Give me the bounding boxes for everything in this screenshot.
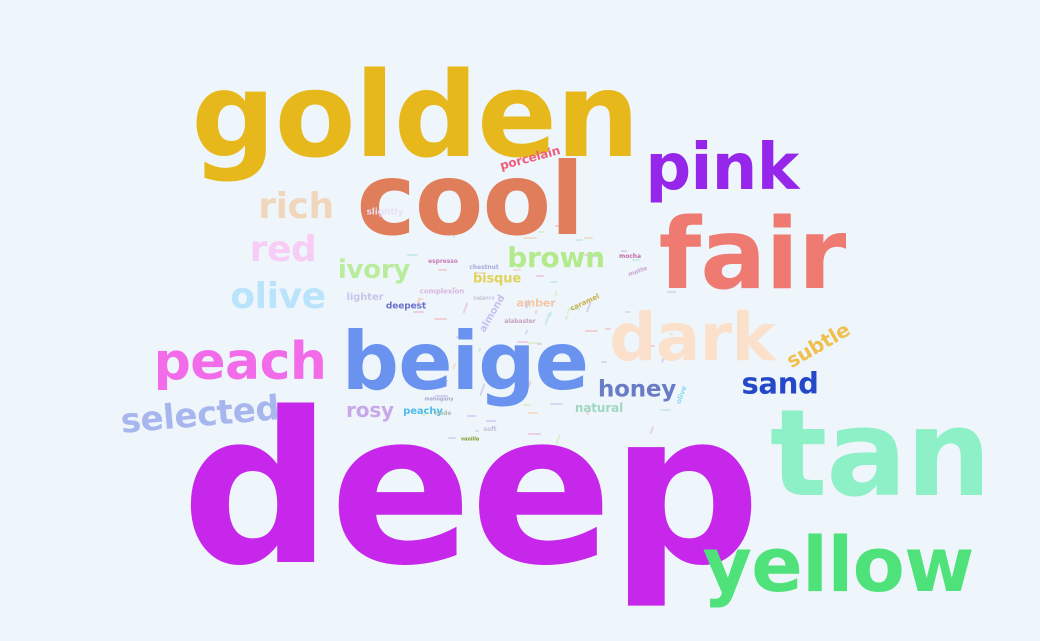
word-brown: brown: [507, 241, 605, 274]
filler-dash: [474, 430, 479, 433]
filler-dash: [568, 308, 581, 311]
filler-dash: [585, 329, 599, 332]
word-ivory: ivory: [337, 255, 411, 285]
filler-dash: [477, 297, 485, 300]
filler-dash: [550, 281, 558, 284]
filler-dash: [421, 413, 427, 416]
filler-dash: [650, 345, 656, 348]
filler-dash: [600, 360, 608, 363]
filler-dash: [527, 411, 538, 414]
filler-dash: [669, 354, 677, 357]
word-espresso: espresso: [428, 258, 458, 265]
word-deep: deep: [181, 367, 760, 612]
filler-dash: [667, 291, 676, 294]
word-bisque: bisque: [472, 271, 522, 287]
word-subtle: subtle: [782, 317, 854, 373]
filler-dash: [435, 380, 449, 383]
word-alabaster: alabaster: [504, 318, 536, 325]
word-dark: dark: [609, 299, 775, 376]
filler-dash: [528, 432, 542, 435]
word-pink: pink: [645, 131, 799, 205]
filler-dash: [621, 250, 627, 253]
word-rosy: rosy: [346, 398, 394, 422]
word-olive: olive: [230, 276, 326, 317]
filler-dash: [550, 402, 563, 405]
word-beige: beige: [341, 315, 589, 408]
word-nude: nude: [434, 410, 452, 417]
word-mahogany: mahogany: [424, 396, 454, 403]
word-natural: natural: [574, 401, 624, 415]
word-yellow: yellow: [702, 520, 974, 609]
word-lighter: lighter: [346, 292, 384, 303]
filler-dash: [513, 269, 522, 272]
filler-dash: [466, 414, 476, 417]
word-amber: amber: [516, 296, 556, 310]
word-cool: cool: [356, 141, 585, 258]
word-tan: tan: [769, 385, 991, 524]
word-vanilla: vanilla: [460, 436, 480, 443]
filler-dash: [433, 317, 448, 320]
filler-dash: [523, 236, 537, 239]
word-soft: soft: [483, 426, 497, 433]
filler-dash: [435, 394, 448, 397]
filler-dash: [485, 419, 496, 422]
filler-dash: [534, 309, 538, 315]
filler-dash: [659, 409, 671, 412]
filler-dash: [538, 231, 546, 234]
filler-dash: [438, 269, 447, 272]
word-deepest: deepest: [385, 301, 427, 312]
filler-dash: [522, 404, 532, 407]
filler-dash: [406, 253, 418, 256]
word-sand: sand: [741, 366, 819, 401]
word-fair: fair: [658, 198, 847, 312]
word-rich: rich: [258, 186, 334, 227]
filler-dash: [535, 275, 544, 278]
filler-dash: [537, 343, 543, 346]
filler-dash: [517, 341, 529, 344]
word-slightly: slightly: [366, 207, 404, 218]
word-peachy: peachy: [403, 406, 443, 417]
filler-dash: [584, 236, 594, 239]
word-chestnut: chestnut: [469, 264, 499, 271]
filler-dash: [527, 341, 541, 344]
word-balance: balance: [473, 295, 495, 302]
filler-dash: [447, 228, 453, 231]
filler-dash: [462, 302, 469, 314]
word-matte: matte: [627, 264, 649, 279]
word-caramel: caramel: [569, 292, 601, 313]
filler-dash: [588, 254, 598, 257]
word-honey: honey: [598, 376, 676, 403]
filler-dash: [605, 328, 612, 331]
word-complexion: complexion: [419, 287, 465, 296]
filler-dash: [452, 286, 457, 289]
filler-dash: [555, 225, 563, 228]
filler-dash: [417, 298, 425, 301]
filler-dash: [447, 436, 457, 439]
word-mocha: mocha: [619, 253, 641, 260]
filler-dash: [473, 272, 486, 275]
filler-dash: [574, 238, 583, 241]
filler-dash: [456, 336, 464, 339]
filler-dash: [632, 259, 640, 262]
word-red: red: [249, 229, 317, 270]
filler-dash: [668, 333, 673, 336]
filler-dash: [624, 310, 630, 313]
filler-dash: [413, 310, 425, 313]
word-golden: golden: [191, 46, 640, 184]
word-peach: peach: [153, 332, 327, 392]
